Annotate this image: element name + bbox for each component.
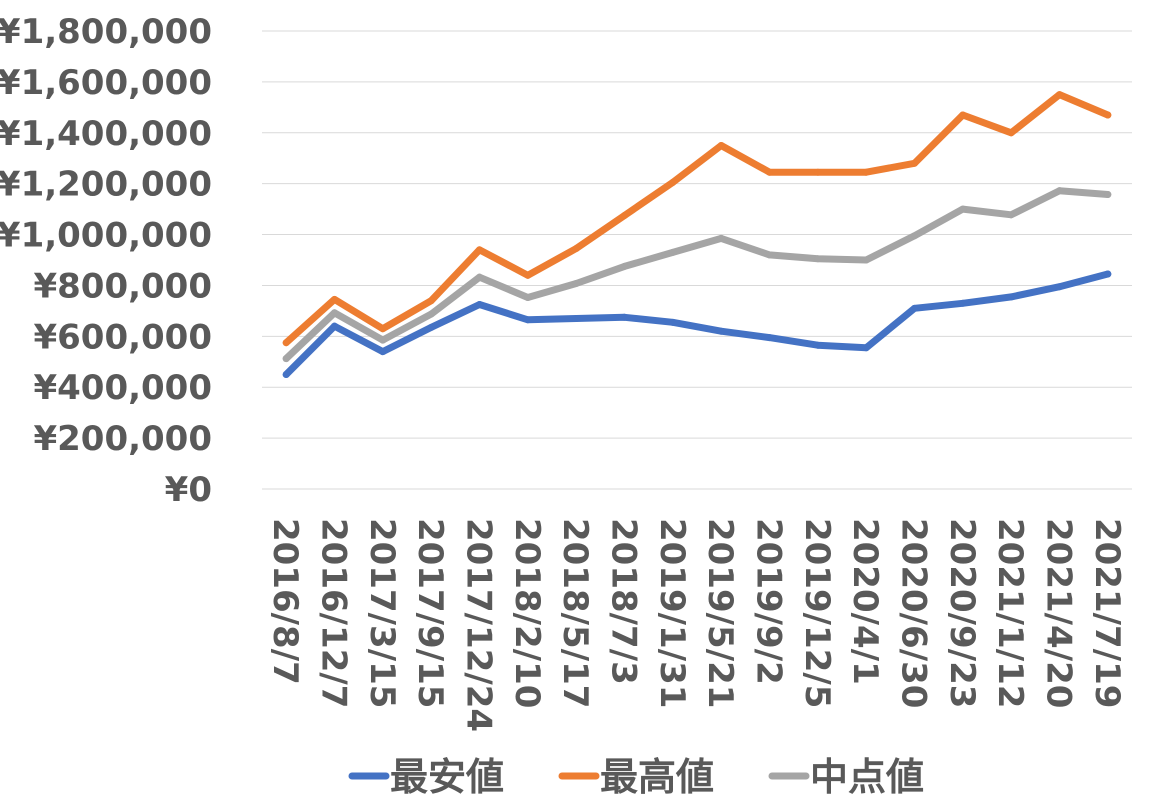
data-point: [814, 341, 822, 349]
x-tick-label: 2016/12/7: [314, 518, 354, 708]
data-point: [717, 234, 725, 242]
data-point: [476, 301, 483, 309]
series-line-0: [282, 270, 1112, 378]
x-tick-label: 2021/1/12: [990, 518, 1030, 708]
y-tick-label: ¥200,000: [33, 419, 212, 459]
data-point: [1007, 129, 1015, 137]
data-point: [1104, 111, 1112, 119]
data-point: [331, 322, 338, 330]
data-point: [814, 255, 822, 263]
data-point: [959, 111, 967, 119]
y-tick-label: ¥1,200,000: [0, 165, 212, 205]
x-tick-label: 2021/7/19: [1087, 518, 1127, 708]
x-tick-label: 2017/3/15: [362, 518, 402, 708]
y-tick-label: ¥1,800,000: [0, 12, 212, 52]
x-tick-label: 2020/4/1: [845, 518, 885, 685]
data-point: [1056, 91, 1063, 99]
data-point: [862, 168, 870, 176]
data-point: [1104, 190, 1112, 198]
data-point: [669, 318, 677, 326]
data-point: [959, 299, 967, 307]
data-point: [524, 316, 532, 324]
x-tick-label: 2019/5/21: [700, 518, 740, 708]
data-point: [379, 336, 387, 344]
data-point: [814, 168, 822, 176]
data-point: [1007, 293, 1015, 301]
data-point: [959, 205, 967, 213]
data-point: [282, 355, 290, 363]
data-point: [427, 323, 435, 331]
data-point: [862, 344, 870, 352]
data-point: [331, 295, 338, 303]
y-tick-label: ¥0: [165, 470, 212, 510]
x-tick-label: 2019/1/31: [652, 518, 692, 708]
data-point: [1056, 283, 1063, 291]
data-point: [476, 246, 483, 254]
x-tick-label: 2017/9/15: [410, 518, 450, 708]
data-point: [621, 313, 628, 321]
x-tick-label: 2020/6/30: [894, 518, 934, 708]
legend: 最安値 最高値 中点値: [348, 755, 924, 799]
data-point: [717, 327, 725, 335]
legend-label: 最高値: [600, 755, 714, 799]
series-lines: [282, 91, 1112, 378]
data-point: [1007, 211, 1015, 219]
data-point: [766, 168, 773, 176]
data-point: [669, 248, 677, 256]
x-axis-tick-labels: 2016/8/7 2016/12/7 2017/3/15 2017/9/15 2017/…: [265, 518, 1127, 732]
data-point: [427, 310, 435, 318]
legend-label: 最安値: [390, 755, 504, 799]
x-tick-label: 2017/12/24: [459, 518, 499, 732]
data-point: [572, 280, 580, 288]
x-tick-label: 2019/9/2: [749, 518, 789, 685]
data-point: [476, 273, 483, 281]
data-point: [572, 245, 580, 253]
data-point: [621, 262, 628, 270]
x-tick-label: 2018/5/17: [555, 518, 595, 708]
x-tick-label: 2019/12/5: [797, 518, 837, 708]
y-tick-label: ¥1,400,000: [0, 114, 212, 154]
y-axis-tick-labels: ¥0 ¥200,000 ¥400,000 ¥600,000 ¥800,000 ¥1,000…: [0, 12, 212, 510]
y-tick-label: ¥1,600,000: [0, 63, 212, 103]
data-point: [862, 256, 870, 264]
data-point: [427, 297, 435, 305]
data-point: [1056, 187, 1063, 195]
data-point: [621, 211, 628, 219]
x-tick-label: 2018/2/10: [507, 518, 547, 708]
x-tick-label: 2021/4/20: [1039, 518, 1079, 708]
data-point: [669, 178, 677, 186]
x-tick-label: 2018/7/3: [604, 518, 644, 685]
y-tick-label: ¥1,000,000: [0, 216, 212, 256]
series-line-2: [282, 187, 1112, 363]
legend-label: 中点値: [810, 755, 924, 799]
series-line-1: [282, 91, 1112, 347]
data-point: [766, 334, 773, 342]
y-tick-label: ¥800,000: [33, 266, 212, 306]
data-point: [717, 142, 725, 149]
x-tick-label: 2020/9/23: [942, 518, 982, 708]
y-tick-label: ¥600,000: [33, 317, 212, 357]
data-point: [524, 271, 532, 279]
data-point: [911, 304, 918, 312]
data-point: [524, 294, 532, 302]
data-point: [911, 232, 918, 240]
data-point: [379, 325, 387, 333]
y-tick-label: ¥400,000: [33, 368, 212, 408]
data-point: [766, 251, 773, 259]
data-point: [282, 371, 290, 378]
data-point: [1104, 270, 1112, 278]
data-point: [282, 339, 290, 347]
data-point: [331, 309, 338, 317]
data-point: [572, 315, 580, 323]
data-point: [379, 348, 387, 356]
gridlines: [262, 30, 1132, 490]
data-point: [911, 159, 918, 167]
x-tick-label: 2016/8/7: [265, 518, 305, 685]
